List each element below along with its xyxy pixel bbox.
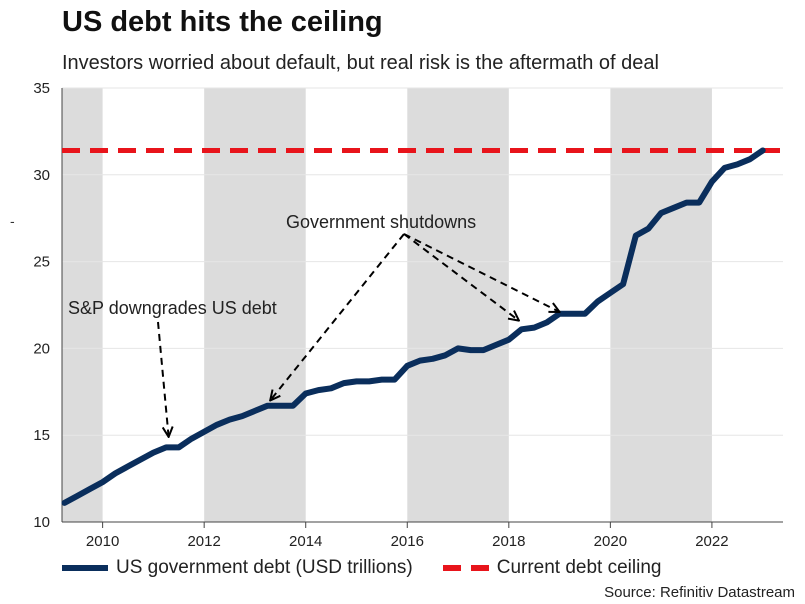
chart-subtitle: Investors worried about default, but rea… (62, 52, 659, 74)
x-tick-label: 2012 (187, 533, 220, 550)
y-tick-label: 15 (33, 427, 50, 444)
x-tick-label: 2022 (695, 533, 728, 550)
shaded-bands (62, 88, 712, 522)
source-note: Source: Refinitiv Datastream (604, 584, 795, 601)
debt-series-line (61, 147, 766, 506)
shaded-band-0 (62, 88, 103, 522)
chart-title: US debt hits the ceiling (62, 6, 383, 38)
legend-ceiling-label: Current debt ceiling (496, 557, 662, 578)
annotation-sp-downgrade: S&P downgrades US debt (68, 298, 277, 318)
shaded-band-1 (204, 88, 306, 522)
annotations: S&P downgrades US debt Government shutdow… (68, 212, 560, 437)
y-tick-label: 30 (33, 167, 50, 184)
legend-debt-swatch (62, 565, 108, 571)
legend: US government debt (USD trillions) Curre… (62, 556, 661, 580)
shaded-band-2 (407, 88, 509, 522)
y-tick-label: 25 (33, 254, 50, 271)
x-tick-label: 2018 (492, 533, 525, 550)
annotation-arrow-sp (157, 321, 169, 437)
shaded-band-3 (610, 88, 712, 522)
annotation-shutdowns: Government shutdowns (286, 212, 476, 232)
x-tick-label: 2020 (594, 533, 627, 550)
legend-ceiling-swatch (442, 565, 489, 571)
y-tick-label: 10 (33, 514, 50, 531)
x-tick-label: 2016 (391, 533, 424, 550)
annotation-arrow-shutdown-3 (403, 233, 560, 312)
legend-debt-label: US government debt (USD trillions) (116, 557, 413, 578)
x-tick-label: 2014 (289, 533, 322, 550)
axes: 10 15 20 25 30 35 2010 2012 2014 2016 2018 2020 2022 (33, 80, 783, 550)
series-group (61, 147, 766, 506)
x-tick-label: 2010 (86, 533, 119, 550)
y-tick-label: 20 (33, 340, 50, 357)
y-tick-label: 35 (33, 80, 50, 97)
stray-mark: - (10, 213, 15, 229)
